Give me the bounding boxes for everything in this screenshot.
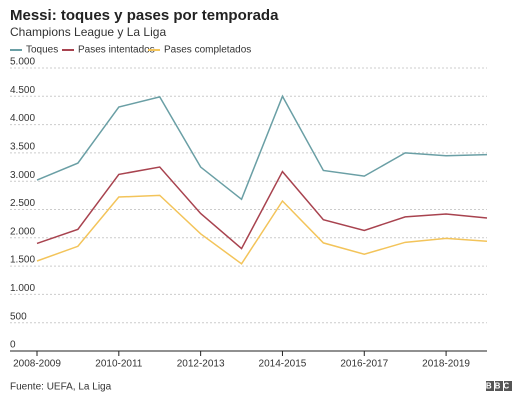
x-tick-label: 2016-2017	[340, 359, 388, 370]
y-tick-label: 3.500	[10, 142, 35, 153]
y-tick-label: 500	[10, 311, 27, 322]
x-tick-label: 2018-2019	[422, 359, 470, 370]
y-tick-label: 0	[10, 340, 16, 351]
logo-box	[486, 381, 494, 391]
line	[36, 94, 488, 201]
y-tick-label: 2.000	[10, 226, 35, 237]
source: Fuente: UEFA, La Liga	[10, 382, 112, 393]
line	[36, 194, 488, 265]
chart-subtitle: Champions League y La Liga	[10, 25, 166, 39]
legend-label: Toques	[26, 45, 58, 56]
x-tick-label: 2012-2013	[177, 359, 225, 370]
y-tick-label: 2.500	[10, 198, 35, 209]
y-tick-label: 5.000	[10, 57, 35, 68]
y-tick-label: 4.000	[10, 113, 35, 124]
y-tick-label: 1.000	[10, 283, 35, 294]
y-tick-label: 4.500	[10, 85, 35, 96]
x-tick-label: 2008-2009	[13, 359, 61, 370]
y-tick-label: 3.000	[10, 170, 35, 181]
logo-box	[495, 381, 503, 391]
x-tick-label: 2010-2011	[95, 359, 143, 370]
legend-label: Pases intentados	[78, 45, 155, 56]
y-tick-label: 1.500	[10, 255, 35, 266]
logo-box	[504, 381, 512, 391]
legend-label: Pases completados	[164, 45, 251, 56]
logo: BBC	[486, 381, 512, 391]
logo-text: BBC	[486, 382, 512, 391]
chart-title: Messi: toques y pases por temporada	[10, 7, 279, 24]
line	[36, 166, 488, 250]
x-tick-label: 2014-2015	[259, 359, 307, 370]
